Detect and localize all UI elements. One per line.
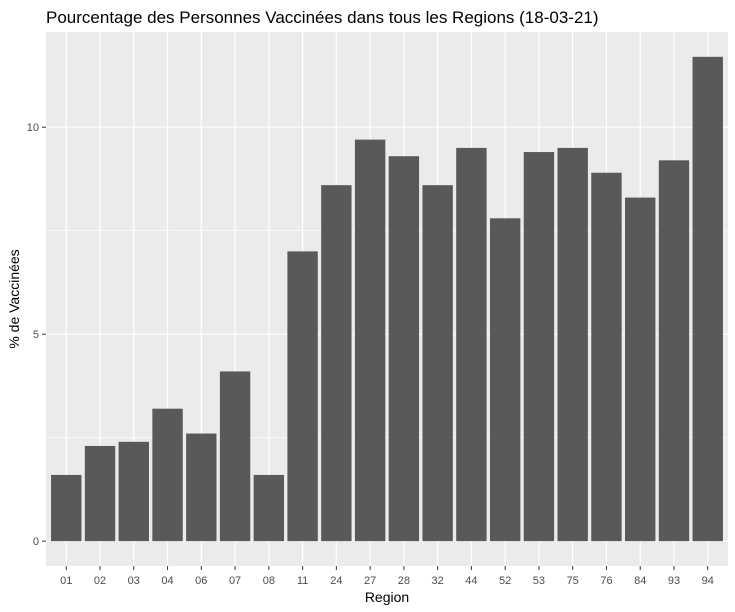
bar-06 <box>186 433 217 542</box>
bar-93 <box>658 160 690 542</box>
x-tick-label: 08 <box>263 575 275 587</box>
bar-24 <box>321 185 352 542</box>
y-axis-title: % de Vaccinées <box>6 249 22 348</box>
bar-03 <box>118 441 149 542</box>
bars <box>51 56 723 542</box>
bar-52 <box>489 218 521 542</box>
x-tick-label: 03 <box>128 575 140 587</box>
x-tick-label: 75 <box>567 575 579 587</box>
x-tick-label: 24 <box>330 575 342 587</box>
y-tick-label: 0 <box>33 536 39 548</box>
x-tick-label: 76 <box>600 575 612 587</box>
x-tick-label: 06 <box>195 575 207 587</box>
x-tick-label: 84 <box>634 575 646 587</box>
x-tick-label: 07 <box>229 575 241 587</box>
bar-08 <box>253 474 285 542</box>
bar-11 <box>287 251 318 542</box>
x-tick-label: 11 <box>297 575 308 587</box>
bar-84 <box>625 197 656 542</box>
bar-07 <box>219 371 251 542</box>
bar-32 <box>422 185 453 542</box>
chart-title: Pourcentage des Personnes Vaccinées dans… <box>46 8 599 27</box>
bar-53 <box>523 152 555 542</box>
bar-94 <box>692 56 723 542</box>
x-tick-label: 04 <box>161 575 173 587</box>
x-tick-label: 94 <box>702 575 714 587</box>
bar-28 <box>388 156 420 542</box>
bar-76 <box>591 172 622 542</box>
y-tick-label: 5 <box>33 329 39 341</box>
x-axis: 01 02 03 04 06 07 08 11 24 27 28 32 44 52 53 75 76 84 93 94 <box>60 566 714 587</box>
bar-27 <box>354 139 386 542</box>
x-tick-label: 52 <box>499 575 511 587</box>
x-tick-label: 44 <box>465 575 477 587</box>
bar-04 <box>152 408 183 542</box>
x-tick-label: 28 <box>398 575 410 587</box>
bar-01 <box>51 474 82 542</box>
x-tick-label: 02 <box>94 575 106 587</box>
bar-44 <box>456 147 487 542</box>
x-tick-label: 93 <box>668 575 680 587</box>
x-axis-title: Region <box>365 589 409 605</box>
x-tick-label: 01 <box>60 575 72 587</box>
x-tick-label: 53 <box>533 575 545 587</box>
bar-75 <box>557 147 588 542</box>
y-tick-label: 10 <box>27 122 39 134</box>
x-tick-label: 32 <box>432 575 444 587</box>
bar-02 <box>84 445 116 542</box>
x-tick-label: 27 <box>364 575 376 587</box>
y-axis: 0 5 10 <box>27 122 46 548</box>
